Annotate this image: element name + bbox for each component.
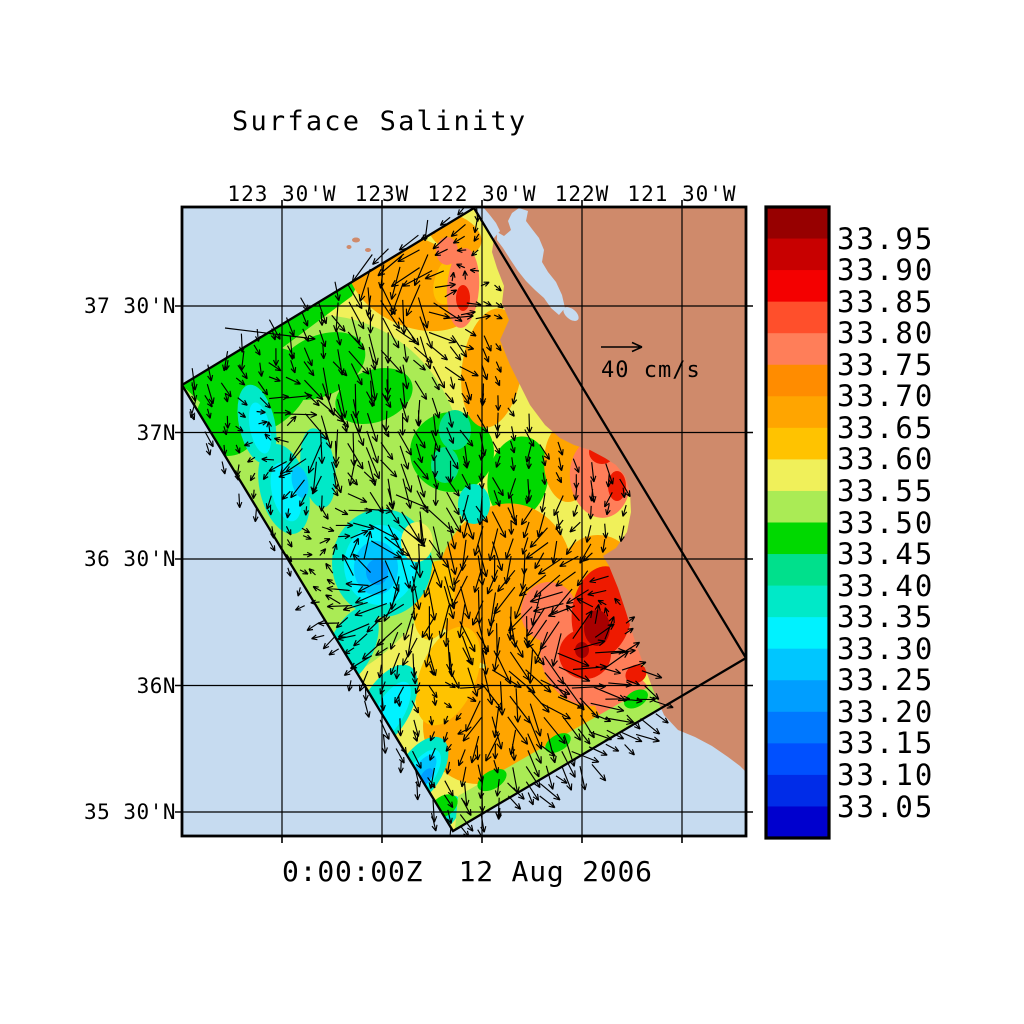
colorbar-tick-label: 33.35 <box>837 600 935 635</box>
colorbar-tick-label: 33.65 <box>837 410 935 445</box>
colorbar-tick-label: 33.85 <box>837 284 935 319</box>
colorbar-band <box>766 301 829 334</box>
colorbar-tick-label: 33.95 <box>837 221 935 256</box>
colorbar-band <box>766 207 829 240</box>
current-vectors <box>182 207 674 836</box>
colorbar-band <box>766 522 829 555</box>
colorbar-band <box>766 806 829 839</box>
colorbar-tick-label: 33.60 <box>837 442 935 477</box>
latitude-tick-label: 36 30'N <box>83 547 176 571</box>
reference-arrow-label: 40 cm/s <box>601 358 701 383</box>
colorbar-band <box>766 743 829 776</box>
san-francisco-bay <box>497 208 565 315</box>
colorbar-band <box>766 774 829 808</box>
colorbar-band <box>766 333 829 366</box>
colorbar-tick-label: 33.55 <box>837 473 935 508</box>
colorbar-tick-label: 33.20 <box>837 694 935 729</box>
colorbar-band <box>766 396 829 429</box>
colorbar-band <box>766 617 829 650</box>
datetime-stamp: 0:00:00Z 12 Aug 2006 <box>282 855 653 888</box>
farallon-islands <box>346 237 371 252</box>
plot-title: Surface Salinity <box>232 106 528 137</box>
longitude-tick-label: 123 30'W <box>227 182 337 206</box>
axis-ticks <box>175 200 753 843</box>
colorbar-tick-label: 33.70 <box>837 379 935 414</box>
colorbar-band <box>766 554 829 587</box>
colorbar-band <box>766 711 829 744</box>
colorbar-band <box>766 490 829 524</box>
colorbar-band <box>766 270 829 303</box>
colorbar-band <box>766 680 829 713</box>
reference-arrow-icon <box>601 341 643 353</box>
longitude-tick-label: 122 30'W <box>427 182 537 206</box>
colorbar-band <box>766 585 829 618</box>
colorbar-tick-label: 33.30 <box>837 631 935 666</box>
land-mass <box>483 207 746 772</box>
colorbar-band <box>766 238 829 271</box>
south-bay-arm <box>563 307 579 321</box>
latitude-tick-label: 37 30'N <box>83 294 176 318</box>
colorbar-border <box>764 205 831 840</box>
model-domain-outline <box>182 207 746 833</box>
colorbar-tick-label: 33.40 <box>837 568 935 603</box>
colorbar-tick-label: 33.15 <box>837 726 935 761</box>
colorbar-tick-label: 33.80 <box>837 316 935 351</box>
vector-arrows-path <box>182 207 674 836</box>
latitude-tick-label: 37N <box>136 420 176 445</box>
map-frame <box>180 205 748 838</box>
colorbar-tick-label: 33.25 <box>837 663 935 698</box>
colorbar-tick-label: 33.45 <box>837 537 935 571</box>
longitude-tick-label: 123W <box>354 182 410 206</box>
colorbar-tick-label: 33.10 <box>837 757 935 792</box>
colorbar-tick-label: 33.05 <box>837 789 935 824</box>
longitude-tick-label: 121 30'W <box>627 182 737 206</box>
longitude-tick-label: 122W <box>554 182 610 206</box>
colorbar-band <box>766 459 829 492</box>
colorbar-band <box>766 648 829 681</box>
colorbar-tick-label: 33.50 <box>837 505 935 540</box>
colorbar-tick-label: 33.90 <box>837 253 935 288</box>
colorbar-tick-label: 33.75 <box>837 347 935 382</box>
latitude-tick-label: 35 30'N <box>83 800 176 824</box>
colorbar-band <box>766 427 829 460</box>
colorbar-band <box>766 364 829 397</box>
colorbar <box>766 207 829 839</box>
latitude-tick-label: 36N <box>136 673 176 698</box>
